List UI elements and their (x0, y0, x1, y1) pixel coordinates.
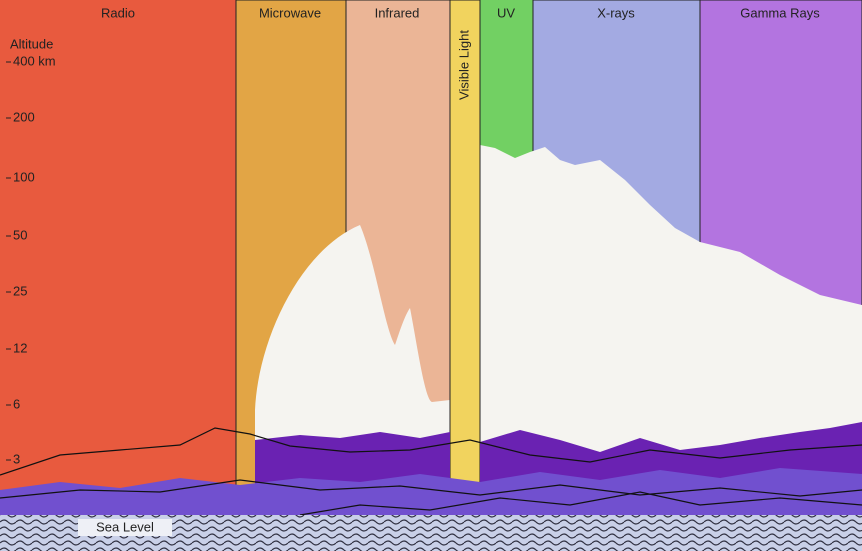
band-visible (449, 0, 481, 516)
band-label: Infrared (375, 5, 420, 20)
atmosphere-layer (255, 432, 450, 488)
altitude-tick-label: 12 (13, 340, 27, 355)
altitude-tick-label: 200 (13, 109, 35, 124)
contour-line (0, 427, 862, 476)
altitude-tick-label: 400 km (13, 53, 56, 68)
penetration-area (480, 145, 862, 470)
band-label: Microwave (259, 5, 321, 20)
atmosphere-layer (0, 468, 862, 515)
band-label: UV (497, 5, 515, 20)
band-radio (0, 0, 236, 515)
contour-line (299, 491, 862, 516)
band-label: X-rays (597, 5, 635, 20)
band-label: Radio (101, 5, 135, 20)
altitude-tick-label: 25 (13, 283, 27, 298)
altitude-tick-label: 6 (13, 396, 20, 411)
altitude-tick-label: 50 (13, 227, 27, 242)
contour-line (0, 479, 862, 499)
sea-level-label-bg (78, 519, 172, 536)
band-label: Gamma Rays (740, 5, 820, 20)
sea-level-label: Sea Level (96, 519, 154, 534)
altitude-tick-label: 3 (13, 451, 20, 466)
altitude-title: Altitude (10, 36, 53, 51)
altitude-scale: 400 km 200 100 50 25 12 6 3 (6, 53, 56, 466)
penetration-area (255, 225, 450, 470)
altitude-tick-label: 100 (13, 169, 35, 184)
band-label: Visible Light (456, 30, 471, 100)
